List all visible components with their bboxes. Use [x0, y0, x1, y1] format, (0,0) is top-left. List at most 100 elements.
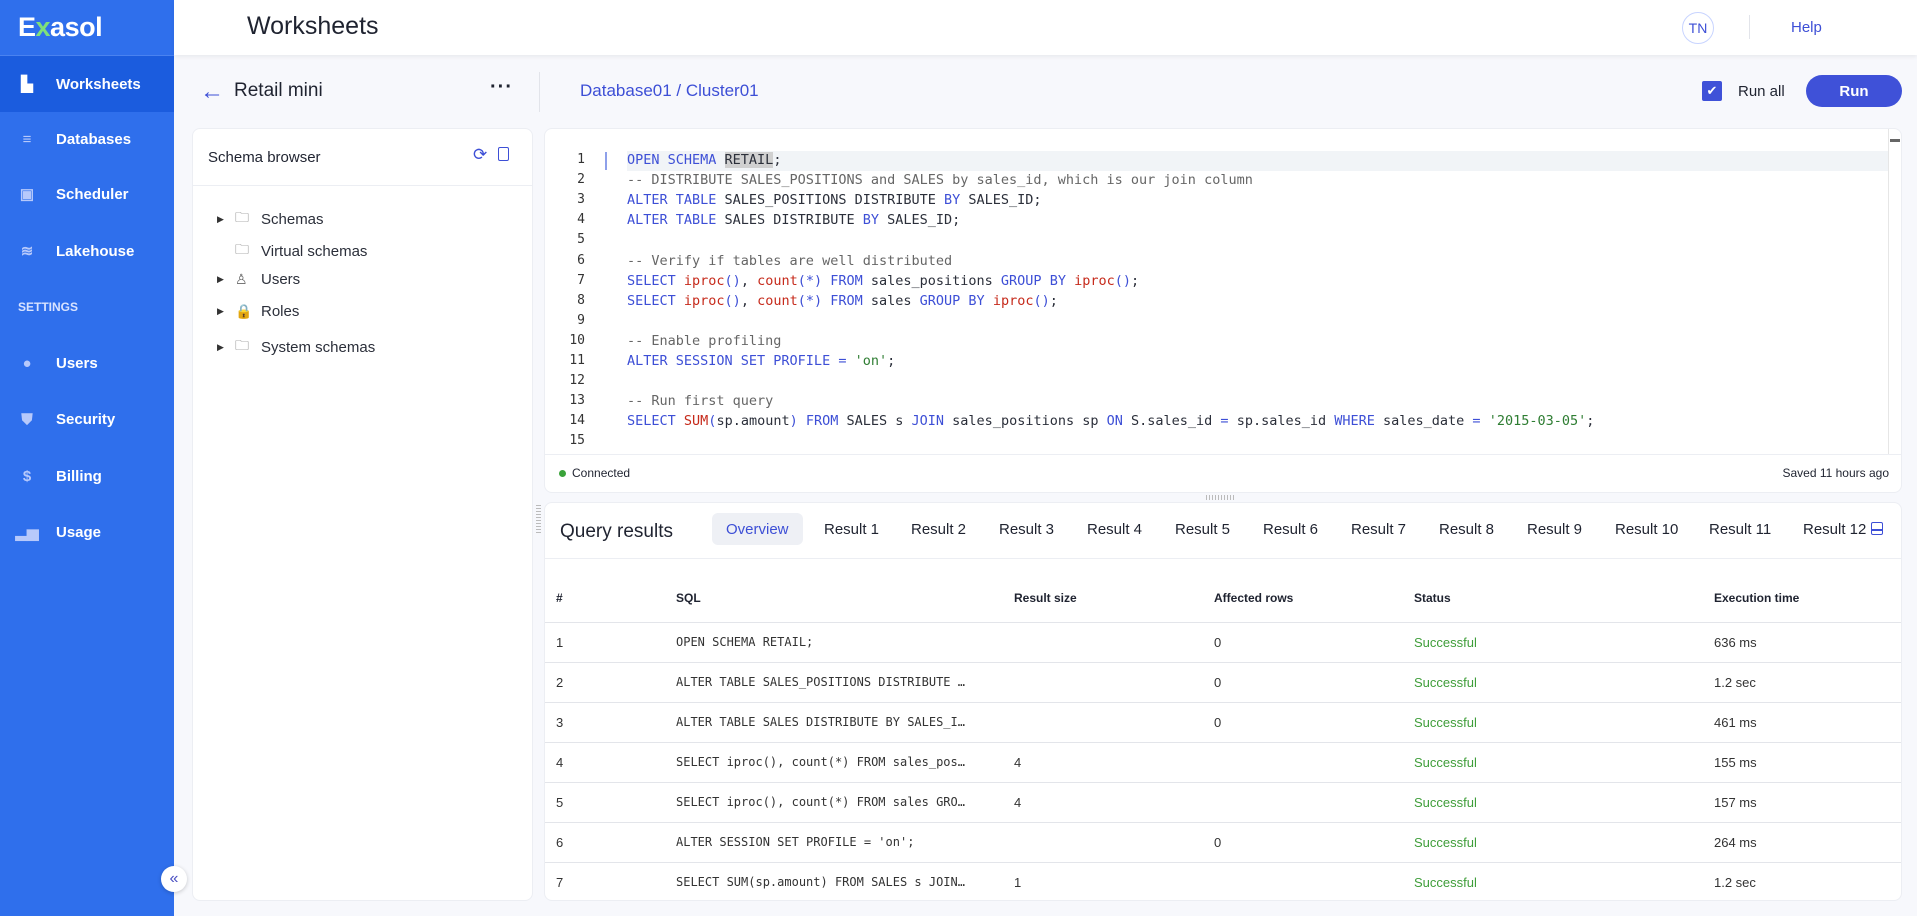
line-number: 1 — [577, 152, 585, 167]
code-line[interactable]: ALTER TABLE SALES_POSITIONS DISTRIBUTE B… — [627, 192, 1042, 208]
tab-result-7[interactable]: Result 7 — [1351, 520, 1407, 538]
sql-editor[interactable]: Connected Saved 11 hours ago 1 OPEN SCHEM… — [544, 128, 1902, 493]
settings-section-label: SETTINGS — [18, 300, 79, 314]
tabs-overflow-icon[interactable] — [1871, 522, 1883, 535]
code-token: = — [1472, 413, 1481, 430]
code-line[interactable]: SELECT iproc(), count(*) FROM sales GROU… — [627, 293, 1058, 309]
sidebar-item-worksheets[interactable]: ▙ Worksheets — [0, 56, 174, 112]
database-cluster-breadcrumb[interactable]: Database01 / Cluster01 — [580, 81, 759, 100]
code-token: SALES DISTRIBUTE — [716, 212, 863, 229]
code-token: ON — [1106, 413, 1123, 430]
expand-arrow-icon[interactable]: ▶ — [217, 274, 224, 284]
top-bar: Worksheets TN Help — [174, 0, 1917, 55]
code-line[interactable]: ALTER TABLE SALES DISTRIBUTE BY SALES_ID… — [627, 212, 960, 228]
sidebar-item-security[interactable]: ⛊ Security — [0, 391, 174, 447]
code-token: FROM — [822, 292, 863, 309]
table-row[interactable]: 1 OPEN SCHEMA RETAIL; 0 Successful 636 ms — [545, 622, 1901, 662]
status-cell: Successful — [1414, 635, 1477, 650]
tab-result-1[interactable]: Result 1 — [824, 520, 880, 538]
tab-result-2[interactable]: Result 2 — [911, 520, 967, 538]
tab-result-6[interactable]: Result 6 — [1263, 520, 1319, 538]
tab-result-9[interactable]: Result 9 — [1527, 520, 1583, 538]
code-token: () — [1033, 292, 1050, 309]
code-line[interactable]: -- Verify if tables are well distributed — [627, 253, 952, 269]
help-link[interactable]: Help — [1791, 19, 1822, 36]
code-token: (*) — [797, 292, 823, 309]
exasol-logo[interactable]: Exasol — [18, 12, 103, 42]
user-avatar[interactable]: TN — [1682, 12, 1714, 44]
waves-icon: ≋ — [20, 243, 34, 260]
editor-scrollbar[interactable] — [1888, 129, 1889, 454]
query-results-title: Query results — [560, 521, 673, 542]
affected-rows-cell: 0 — [1214, 715, 1222, 730]
result-size-cell: 4 — [1014, 795, 1022, 810]
table-row[interactable]: 6 ALTER SESSION SET PROFILE = 'on'; 0 Succe… — [545, 822, 1901, 862]
tab-result-4[interactable]: Result 4 — [1087, 520, 1143, 538]
code-token: -- DISTRIBUTE SALES_POSITIONS and SALES … — [627, 172, 1253, 189]
cursor-gutter-marker — [605, 152, 607, 170]
table-row[interactable]: 3 ALTER TABLE SALES DISTRIBUTE BY SALES_I… — [545, 702, 1901, 742]
code-line[interactable]: OPEN SCHEMA RETAIL; — [627, 152, 781, 168]
panel-toggle-icon[interactable] — [498, 147, 509, 161]
run-button[interactable]: Run — [1806, 75, 1902, 107]
column-header: Execution time — [1714, 591, 1800, 605]
tab-result-11[interactable]: Result 11 — [1709, 520, 1772, 538]
tab-overview[interactable]: Overview — [712, 513, 803, 545]
sql-cell: ALTER TABLE SALES_POSITIONS DISTRIBUTE … — [676, 675, 965, 689]
table-row[interactable]: 5 SELECT iproc(), count(*) FROM sales GRO… — [545, 782, 1901, 822]
code-line[interactable]: SELECT iproc(), count(*) FROM sales_posi… — [627, 273, 1139, 289]
worksheet-name[interactable]: Retail mini — [234, 80, 323, 101]
tab-result-10[interactable]: Result 10 — [1615, 520, 1679, 538]
code-line[interactable]: -- Run first query — [627, 393, 773, 409]
more-options-button[interactable]: ··· — [490, 76, 513, 98]
sidebar-item-lakehouse[interactable]: ≋ Lakehouse — [0, 223, 174, 279]
column-header: Status — [1414, 591, 1451, 605]
schema-tree-item[interactable]: ▶ 🗀 System schemas — [217, 335, 375, 359]
sidebar-item-usage[interactable]: ▂▅ Usage — [0, 504, 174, 560]
tab-result-12[interactable]: Result 12 — [1803, 520, 1867, 538]
calendar-clock-icon: ▣ — [19, 186, 35, 203]
schema-tree-item[interactable]: ▶ ♙ Users — [217, 271, 300, 288]
expand-arrow-icon[interactable]: ▶ — [217, 213, 224, 224]
schema-tree-item[interactable]: 🗀 Virtual schemas — [217, 239, 367, 263]
scrollbar-thumb[interactable] — [1890, 139, 1900, 147]
code-token: SELECT — [627, 292, 684, 309]
table-row[interactable]: 2 ALTER TABLE SALES_POSITIONS DISTRIBUTE … — [545, 662, 1901, 702]
sidebar-item-databases[interactable]: ≡ Databases — [0, 111, 174, 167]
expand-arrow-icon[interactable]: ▶ — [217, 341, 224, 352]
resize-handle-vertical[interactable] — [536, 505, 541, 533]
refresh-icon[interactable]: ⟳ — [473, 145, 488, 164]
sidebar-item-label: Worksheets — [56, 75, 141, 93]
tab-result-8[interactable]: Result 8 — [1439, 520, 1495, 538]
code-token: ; — [1130, 272, 1140, 289]
collapse-sidebar-button[interactable]: « — [161, 866, 187, 892]
database-icon: ≡ — [22, 130, 32, 148]
code-line[interactable]: -- Enable profiling — [627, 333, 781, 349]
table-row[interactable]: 7 SELECT SUM(sp.amount) FROM SALES s JOIN… — [545, 862, 1901, 900]
expand-arrow-icon[interactable]: ▶ — [217, 306, 224, 316]
status-cell: Successful — [1414, 755, 1477, 770]
schema-tree-label: Schemas — [261, 210, 324, 228]
back-arrow-icon[interactable]: ← — [200, 78, 224, 105]
code-line[interactable]: ALTER SESSION SET PROFILE = 'on'; — [627, 353, 895, 369]
code-token: GROUP BY — [1000, 272, 1075, 289]
tab-result-5[interactable]: Result 5 — [1175, 520, 1231, 538]
schema-tree-item[interactable]: ▶ 🗀 Schemas — [217, 207, 324, 231]
resize-handle-horizontal[interactable] — [1206, 495, 1236, 500]
sidebar-item-scheduler[interactable]: ▣ Scheduler — [0, 166, 174, 222]
code-line[interactable]: -- DISTRIBUTE SALES_POSITIONS and SALES … — [627, 172, 1253, 188]
code-token: ( — [708, 413, 717, 430]
current-line-highlight — [627, 151, 1889, 171]
run-all-checkbox[interactable]: ✔ — [1702, 81, 1722, 101]
sidebar-item-billing[interactable]: $ Billing — [0, 448, 174, 504]
sql-cell: OPEN SCHEMA RETAIL; — [676, 635, 814, 649]
connection-status: Connected — [572, 466, 631, 480]
table-row[interactable]: 4 SELECT iproc(), count(*) FROM sales_pos… — [545, 742, 1901, 782]
code-token: ALTER SESSION SET PROFILE — [627, 353, 831, 369]
tab-result-3[interactable]: Result 3 — [999, 520, 1055, 538]
schema-tree-item[interactable]: ▶ 🔒 Roles — [217, 303, 299, 320]
sidebar-item-users[interactable]: ● Users — [0, 335, 174, 391]
schema-browser-title: Schema browser — [208, 149, 321, 166]
code-line[interactable]: SELECT SUM(sp.amount) FROM SALES s JOIN … — [627, 413, 1594, 429]
divider — [545, 454, 1901, 455]
